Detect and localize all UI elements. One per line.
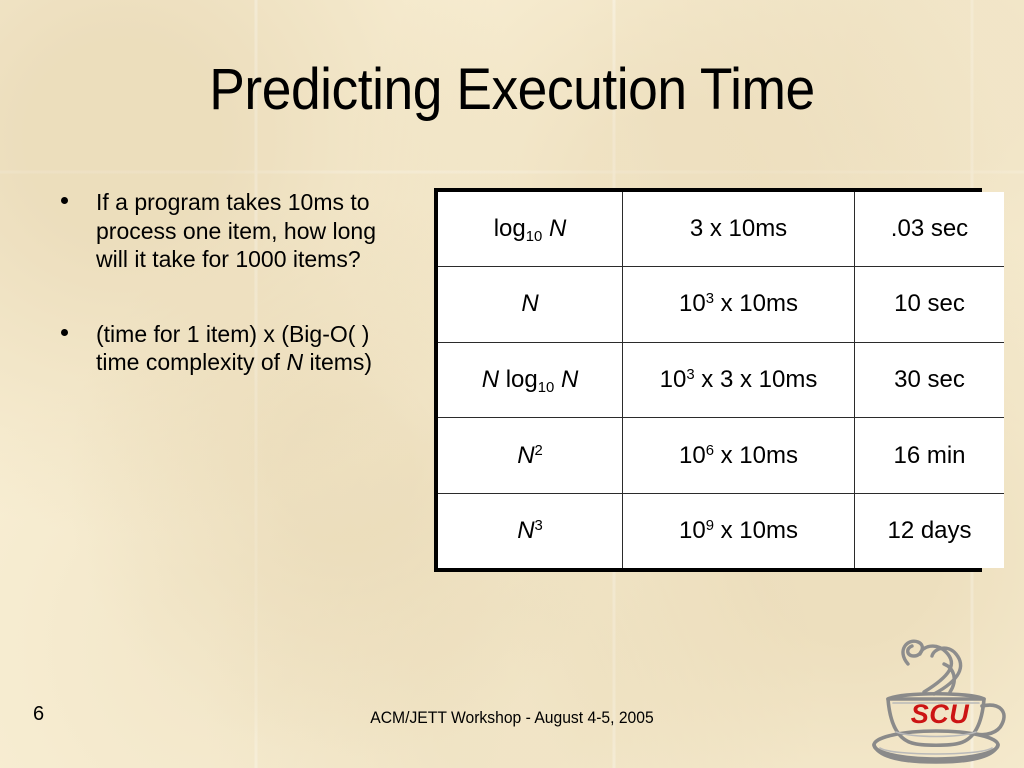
cell-complexity: N log10 N: [438, 341, 623, 419]
bullet-text: (time for 1 item) x (Big-O( ) time compl…: [96, 320, 373, 376]
footer-text: ACM/JETT Workshop - August 4-5, 2005: [370, 709, 654, 727]
cell-calculation: 103 x 10ms: [622, 265, 855, 343]
scu-wordmark: SCU: [910, 699, 970, 729]
list-item: (time for 1 item) x (Big-O( ) time compl…: [56, 320, 408, 377]
cell-calculation: 109 x 10ms: [622, 493, 855, 568]
slide-number: 6: [33, 703, 45, 725]
bullet-list: If a program takes 10ms to process one i…: [56, 188, 408, 377]
cell-complexity: N: [438, 265, 623, 343]
coffee-cup-icon: [872, 639, 1006, 764]
cell-result: 12 days: [854, 493, 1004, 568]
list-item: If a program takes 10ms to process one i…: [56, 188, 408, 274]
table-row: N 103 x 10ms 10 sec: [438, 265, 1004, 343]
cell-result: 16 min: [854, 417, 1004, 495]
table-row: N2 106 x 10ms 16 min: [438, 417, 1004, 495]
cell-calculation: 103 x 3 x 10ms: [622, 341, 855, 419]
cell-calculation: 3 x 10ms: [622, 192, 855, 267]
cell-result: .03 sec: [854, 192, 1004, 267]
scu-logo: SCU: [862, 606, 1020, 764]
cell-complexity: N3: [438, 493, 623, 568]
table-row: N log10 N 103 x 3 x 10ms 30 sec: [438, 341, 1004, 419]
cell-result: 10 sec: [854, 265, 1004, 343]
table-row: N3 109 x 10ms 12 days: [438, 493, 1004, 568]
bullet-dot-icon: [61, 197, 68, 204]
cell-complexity: log10 N: [438, 192, 623, 267]
bullet-dot-icon: [61, 328, 68, 336]
complexity-table: log10 N 3 x 10ms .03 sec N 103 x 10ms 10…: [434, 188, 1004, 572]
table-row: log10 N 3 x 10ms .03 sec: [438, 192, 1004, 267]
cell-result: 30 sec: [854, 341, 1004, 419]
bullet-text: If a program takes 10ms to process one i…: [96, 189, 376, 272]
cell-complexity: N2: [438, 417, 623, 495]
page-title: Predicting Execution Time: [209, 57, 815, 122]
cell-calculation: 106 x 10ms: [622, 417, 855, 495]
